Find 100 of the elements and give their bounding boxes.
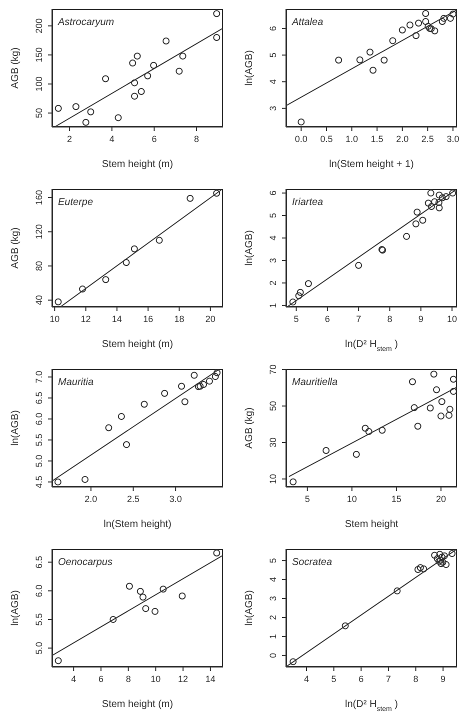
y-tick-label: 80 — [34, 260, 44, 271]
point — [414, 566, 422, 573]
y-tick-label: 3 — [268, 106, 278, 111]
x-tick-label: 10 — [50, 314, 60, 324]
point — [196, 382, 204, 390]
y-tick-label: 5.0 — [34, 454, 44, 468]
x-tick-label: 8 — [413, 674, 418, 684]
point — [438, 398, 446, 406]
point — [200, 381, 208, 388]
point — [144, 72, 152, 80]
x-tick-label: 4 — [109, 134, 114, 144]
x-tick-label: 15 — [391, 494, 402, 504]
y-tick-label: 2 — [268, 614, 278, 620]
text: Astrocaryum — [58, 17, 114, 28]
point — [355, 262, 362, 269]
y-tick-label: 40 — [34, 295, 44, 306]
point — [442, 193, 450, 200]
point — [178, 382, 186, 390]
point — [442, 561, 450, 568]
y-axis-title: ln(AGB) — [10, 410, 21, 446]
x-axis-title: ln(Stem height + 1) — [329, 159, 414, 170]
x-axis-title: Stem height (m) — [102, 159, 174, 170]
y-tick-label: 160 — [34, 190, 44, 206]
point — [414, 422, 422, 430]
point — [131, 79, 138, 86]
y-tick-label: 6 — [268, 26, 278, 31]
x-tick-label: 7 — [386, 674, 391, 684]
y-axis-title: ln(AGB) — [244, 50, 255, 86]
point — [122, 441, 130, 448]
x-axis-title: Stem height (m) — [102, 699, 174, 710]
x-tick-label: 1.5 — [370, 134, 384, 144]
x-tick-label: 9 — [418, 314, 424, 324]
x-axis-title: Stem height (m) — [102, 339, 174, 350]
y-tick-label: 4.5 — [34, 476, 44, 488]
y-axis-title: AGB (kg) — [10, 227, 21, 269]
point — [438, 554, 446, 561]
point — [362, 424, 369, 432]
point — [408, 378, 416, 386]
x-tick-label: 5 — [331, 674, 336, 684]
point — [335, 56, 342, 64]
point — [415, 20, 422, 27]
y-tick-label: 4 — [268, 577, 278, 582]
point — [422, 18, 430, 26]
y-tick-label: 2 — [268, 280, 278, 286]
x-tick-label: 6 — [324, 314, 330, 324]
point — [438, 194, 446, 202]
point — [54, 657, 62, 664]
y-axis-title: AGB (kg) — [244, 407, 255, 449]
point — [139, 594, 146, 601]
x-tick-label: 2.5 — [421, 134, 434, 144]
point — [181, 398, 188, 406]
x-axis-title: ln(D² H$_{stem}$ ) — [345, 339, 398, 352]
y-tick-label: 6.0 — [34, 584, 44, 598]
x-tick-label: 10 — [150, 674, 161, 684]
x-tick-label: 10 — [346, 494, 357, 504]
point — [445, 412, 452, 419]
point — [436, 550, 444, 558]
point — [102, 75, 110, 82]
point — [186, 194, 194, 202]
y-tick-label: 3 — [268, 258, 278, 263]
point — [431, 552, 438, 559]
point — [424, 22, 432, 30]
point — [79, 286, 86, 293]
x-tick-label: 20 — [436, 494, 446, 504]
x-tick-label: 20 — [205, 314, 216, 324]
point — [435, 558, 442, 565]
point — [322, 447, 330, 454]
point — [342, 622, 349, 630]
point — [162, 37, 170, 44]
point — [160, 586, 167, 593]
y-tick-label: 5.0 — [34, 642, 44, 654]
x-tick-label: 9 — [440, 674, 446, 684]
point — [114, 114, 122, 122]
point — [102, 276, 110, 284]
point — [87, 108, 94, 116]
y-tick-label: 50 — [34, 108, 44, 118]
point — [365, 428, 372, 436]
x-tick-label: 2.5 — [127, 494, 140, 504]
y-tick-label: 5 — [268, 213, 278, 218]
x-tick-label: 0.0 — [294, 134, 308, 144]
point — [410, 404, 418, 412]
point — [389, 37, 396, 44]
point — [142, 605, 150, 612]
x-tick-label: 7 — [356, 314, 362, 324]
point — [54, 298, 62, 306]
x-tick-label: 14 — [205, 674, 216, 684]
x-tick-label: 5 — [304, 494, 310, 504]
point — [290, 658, 297, 666]
point — [179, 52, 186, 60]
point — [156, 236, 163, 244]
y-tick-label: 1 — [268, 302, 278, 308]
x-tick-label: 4 — [71, 674, 76, 684]
y-tick-label: 1 — [268, 634, 278, 639]
y-tick-label: 4 — [268, 79, 278, 84]
point — [440, 14, 448, 22]
x-axis-title: ln(D² H$_{stem}$ ) — [345, 699, 398, 712]
y-tick-label: 100 — [34, 76, 44, 92]
y-tick-label: 6.0 — [34, 412, 44, 426]
point — [129, 60, 136, 67]
point — [352, 450, 360, 458]
